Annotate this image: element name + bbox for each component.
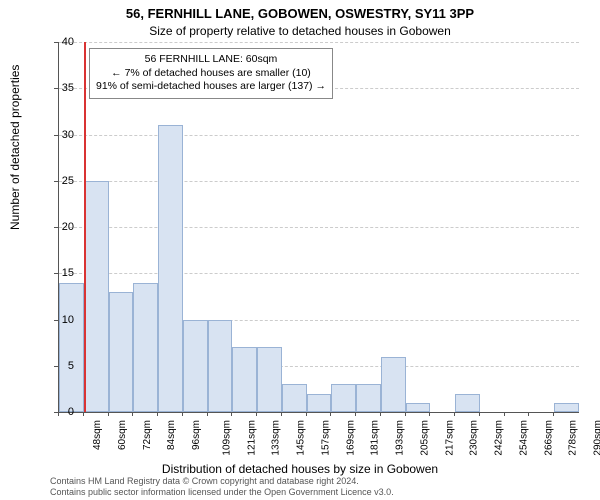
x-tick — [182, 412, 183, 416]
x-tick — [380, 412, 381, 416]
histogram-bar — [381, 357, 406, 413]
x-tick-label: 217sqm — [444, 420, 455, 456]
x-tick-label: 169sqm — [345, 420, 356, 456]
x-tick — [479, 412, 480, 416]
grid-line — [59, 135, 579, 136]
y-tick-label: 15 — [34, 267, 74, 279]
annotation-line2: ← 7% of detached houses are smaller (10) — [96, 67, 326, 81]
y-axis-label: Number of detached properties — [8, 65, 22, 230]
x-tick — [405, 412, 406, 416]
x-axis-label: Distribution of detached houses by size … — [0, 462, 600, 476]
y-tick-label: 5 — [34, 360, 74, 372]
x-tick — [132, 412, 133, 416]
x-tick — [454, 412, 455, 416]
x-tick-label: 181sqm — [370, 420, 381, 456]
histogram-bar — [455, 394, 480, 413]
x-tick-label: 84sqm — [166, 420, 177, 450]
histogram-bar — [133, 283, 158, 413]
histogram-bar — [331, 384, 356, 412]
histogram-bar — [307, 394, 332, 413]
y-tick-label: 25 — [34, 175, 74, 187]
histogram-chart: 56, FERNHILL LANE, GOBOWEN, OSWESTRY, SY… — [0, 0, 600, 500]
x-tick — [58, 412, 59, 416]
footnote-line1: Contains HM Land Registry data © Crown c… — [50, 476, 394, 487]
x-tick — [429, 412, 430, 416]
x-tick — [281, 412, 282, 416]
x-tick-label: 133sqm — [271, 420, 282, 456]
x-tick-label: 72sqm — [142, 420, 153, 450]
x-tick-label: 157sqm — [320, 420, 331, 456]
x-tick-label: 60sqm — [117, 420, 128, 450]
x-tick-label: 242sqm — [494, 420, 505, 456]
histogram-bar — [84, 181, 109, 412]
x-tick — [157, 412, 158, 416]
x-tick-label: 230sqm — [469, 420, 480, 456]
x-tick — [207, 412, 208, 416]
footnote: Contains HM Land Registry data © Crown c… — [50, 476, 394, 498]
x-tick — [504, 412, 505, 416]
histogram-bar — [208, 320, 233, 413]
annotation-line3: 91% of semi-detached houses are larger (… — [96, 80, 326, 94]
y-tick-label: 10 — [34, 314, 74, 326]
x-tick — [330, 412, 331, 416]
x-tick — [231, 412, 232, 416]
histogram-bar — [109, 292, 134, 412]
chart-title-main: 56, FERNHILL LANE, GOBOWEN, OSWESTRY, SY… — [0, 6, 600, 21]
histogram-bar — [282, 384, 307, 412]
chart-title-sub: Size of property relative to detached ho… — [0, 24, 600, 38]
x-tick-label: 121sqm — [246, 420, 257, 456]
x-tick-label: 254sqm — [519, 420, 530, 456]
x-tick — [528, 412, 529, 416]
x-tick-label: 109sqm — [221, 420, 232, 456]
x-tick — [108, 412, 109, 416]
y-tick-label: 35 — [34, 82, 74, 94]
histogram-bar — [554, 403, 579, 412]
y-tick-label: 30 — [34, 129, 74, 141]
plot-area: 56 FERNHILL LANE: 60sqm ← 7% of detached… — [58, 42, 579, 413]
grid-line — [59, 227, 579, 228]
y-tick-label: 20 — [34, 221, 74, 233]
histogram-bar — [59, 283, 84, 413]
footnote-line2: Contains public sector information licen… — [50, 487, 394, 498]
x-tick-label: 278sqm — [568, 420, 579, 456]
histogram-bar — [183, 320, 208, 413]
y-tick-label: 40 — [34, 36, 74, 48]
x-tick-label: 290sqm — [593, 420, 600, 456]
x-tick — [355, 412, 356, 416]
annotation-box: 56 FERNHILL LANE: 60sqm ← 7% of detached… — [89, 48, 333, 99]
reference-line — [84, 42, 86, 412]
x-tick-label: 145sqm — [296, 420, 307, 456]
x-tick — [306, 412, 307, 416]
grid-line — [59, 42, 579, 43]
grid-line — [59, 181, 579, 182]
histogram-bar — [406, 403, 431, 412]
x-tick-label: 48sqm — [92, 420, 103, 450]
histogram-bar — [158, 125, 183, 412]
x-tick-label: 266sqm — [543, 420, 554, 456]
x-tick-label: 193sqm — [395, 420, 406, 456]
histogram-bar — [356, 384, 381, 412]
x-tick-label: 205sqm — [419, 420, 430, 456]
y-tick-label: 0 — [34, 406, 74, 418]
x-tick — [256, 412, 257, 416]
histogram-bar — [232, 347, 257, 412]
x-tick-label: 96sqm — [191, 420, 202, 450]
x-tick — [83, 412, 84, 416]
grid-line — [59, 273, 579, 274]
histogram-bar — [257, 347, 282, 412]
x-tick — [553, 412, 554, 416]
annotation-line1: 56 FERNHILL LANE: 60sqm — [96, 53, 326, 67]
